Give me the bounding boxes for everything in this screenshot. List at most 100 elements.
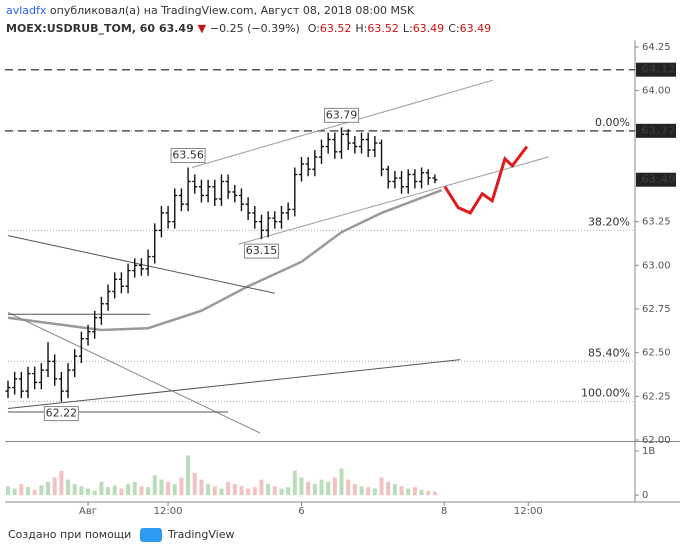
volume-bar	[99, 481, 104, 496]
volume-bar	[366, 487, 371, 496]
volume-bar	[352, 484, 357, 496]
ohlc-label: H:	[355, 22, 367, 35]
ohlc-value: 63.49	[460, 22, 492, 35]
volume-bar	[166, 481, 171, 496]
fib-label: 38.20%	[588, 215, 630, 228]
callout-box	[43, 406, 79, 422]
volume-bar	[112, 485, 117, 496]
ohlc-value: 63.49	[413, 22, 445, 35]
x-tick-label: 8	[441, 506, 447, 517]
volume-bar	[152, 475, 157, 496]
y-tick-label: 62.50	[642, 348, 671, 359]
volume-tick-label: 1B	[642, 446, 655, 457]
price-label-bg	[636, 123, 676, 138]
y-tick-label: 62.75	[642, 304, 671, 315]
volume-bar	[372, 488, 377, 496]
volume-bar	[239, 486, 244, 496]
volume-bar	[179, 477, 184, 496]
volume-bar	[359, 486, 364, 496]
volume-bar	[272, 486, 277, 496]
callout-label: 63.56	[172, 149, 204, 162]
volume-bar	[86, 488, 91, 496]
volume-bar	[172, 484, 177, 496]
author[interactable]: avladfx	[6, 4, 47, 17]
volume-bar	[39, 485, 44, 496]
brand-logo[interactable]	[140, 528, 162, 542]
fib-label: 100.00%	[581, 387, 630, 400]
y-tick-label: 64.25	[642, 42, 671, 53]
trend-line	[191, 79, 494, 168]
callout-label: 62.22	[46, 407, 78, 420]
volume-bar	[212, 486, 217, 496]
volume-bar	[432, 491, 437, 496]
volume-bar	[346, 479, 351, 496]
volume-bar	[79, 486, 84, 496]
change: −0.25 (−0.39%)	[210, 22, 300, 35]
volume-bar	[292, 470, 297, 496]
last-price: 63.49	[159, 22, 194, 35]
callout-label: 63.15	[246, 244, 278, 257]
volume-bar	[399, 486, 404, 496]
volume-bar	[26, 487, 31, 496]
volume-bar	[412, 487, 417, 496]
trend-line	[7, 359, 461, 410]
volume-bar	[66, 479, 71, 496]
volume-bar	[199, 479, 204, 496]
volume-bar	[426, 490, 431, 496]
symbol: MOEX:USDRUB_TOM, 60	[6, 22, 155, 35]
callout-box	[243, 243, 279, 259]
callout-box	[324, 107, 360, 123]
y-tick-label: 62.25	[642, 391, 671, 402]
brand[interactable]: TradingView	[167, 528, 234, 541]
price-label: 63.49	[641, 173, 676, 186]
volume-bar	[286, 487, 291, 496]
publish-info: опубликовал(а) на TradingView.com, Авгус…	[50, 4, 415, 17]
ohlc-value: 63.52	[367, 22, 399, 35]
volume-bar	[12, 488, 17, 496]
callout-label: 63.79	[326, 108, 358, 121]
volume-bar	[419, 489, 424, 496]
price-label-bg	[636, 62, 676, 77]
price-label-bg	[636, 172, 676, 187]
moving-average	[7, 189, 443, 332]
y-tick-label: 64.00	[642, 86, 671, 97]
ohlc-value: 63.52	[320, 22, 352, 35]
volume-bar	[246, 488, 251, 496]
volume-bar	[326, 481, 331, 496]
x-tick-label: 12:00	[514, 506, 543, 517]
volume-bar	[206, 484, 211, 496]
fib-label: 85.40%	[588, 346, 630, 359]
volume-bar	[219, 488, 224, 496]
volume-bar	[146, 487, 151, 496]
volume-bar	[59, 470, 64, 496]
volume-bar	[139, 486, 144, 496]
volume-bar	[6, 486, 11, 496]
y-tick-label: 62.00	[642, 435, 671, 446]
legend: MOEX:USDRUB_TOM, 60 63.49 ▼ −0.25 (−0.39…	[6, 22, 491, 35]
trend-line	[7, 312, 261, 434]
x-tick-label: 12:00	[154, 506, 183, 517]
volume-bar	[106, 487, 111, 496]
volume-bar	[339, 468, 344, 496]
volume-bar	[126, 484, 131, 496]
volume-bar	[252, 487, 257, 496]
volume-bar	[192, 473, 197, 496]
volume-bar	[119, 488, 124, 496]
volume-bar	[52, 477, 57, 496]
ohlc-header: O:63.52 H:63.52 L:63.49 C:63.49	[308, 22, 491, 35]
ohlc-label: C:	[448, 22, 459, 35]
volume-bar	[266, 484, 271, 496]
volume-bar	[379, 477, 384, 496]
volume-bar	[32, 489, 37, 496]
volume-bar	[72, 484, 77, 496]
volume-bar	[92, 490, 97, 496]
volume-bar	[19, 484, 24, 496]
volume-bar	[226, 481, 231, 496]
volume-bar	[232, 484, 237, 496]
y-tick-label: 63.25	[642, 217, 671, 228]
trend-line	[237, 156, 549, 245]
volume-bar	[279, 488, 284, 496]
price-label: 63.77	[641, 124, 676, 137]
callout-box	[170, 148, 206, 164]
